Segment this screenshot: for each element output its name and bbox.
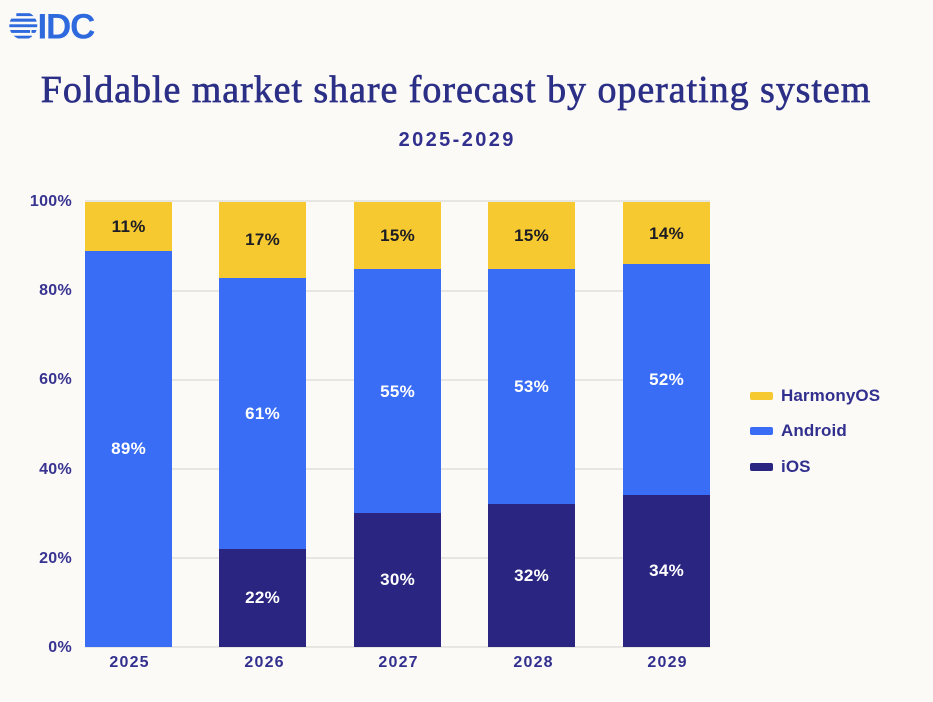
svg-text:IDC: IDC xyxy=(38,11,96,43)
